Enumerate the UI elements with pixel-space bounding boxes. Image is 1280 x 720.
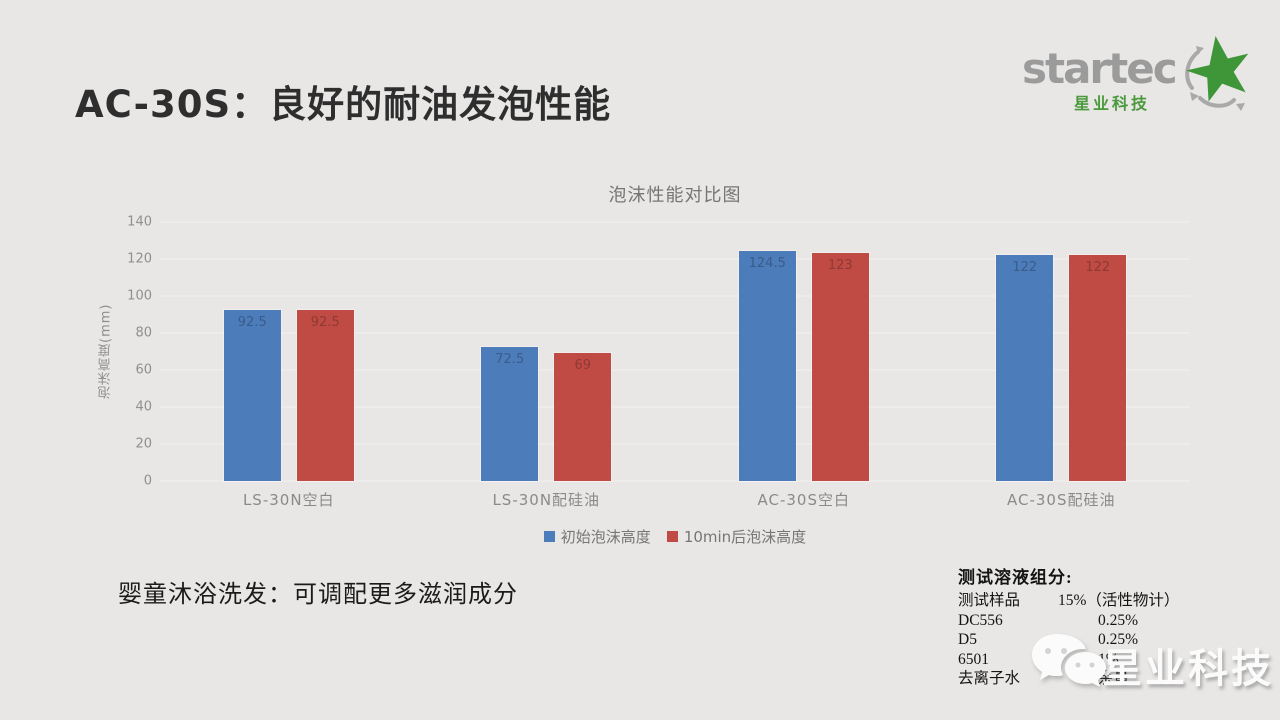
bar-value-label: 122	[1085, 260, 1111, 276]
bar-value-label: 69	[574, 358, 592, 374]
legend-label: 初始泡沫高度	[560, 528, 651, 546]
bar: 92.5	[296, 309, 354, 481]
gridline	[160, 406, 1190, 408]
solution-row: D5 0.25%	[958, 630, 1198, 650]
solution-ingredient-value: 余量	[1098, 670, 1130, 687]
chart-legend: 初始泡沫高度 10min后泡沫高度	[160, 526, 1190, 547]
bar-group: 72.5 69	[418, 222, 676, 481]
solution-heading: 测试溶液组分:	[958, 568, 1073, 587]
y-tick-label: 140	[127, 214, 152, 230]
y-tick-label: 100	[127, 288, 152, 304]
bar: 122	[996, 255, 1054, 481]
solution-row: 测试样品 15%（活性物计）	[958, 591, 1198, 611]
solution-ingredient-name: 去离子水	[958, 670, 1021, 687]
solution-ingredient-name: D5	[958, 631, 977, 648]
solution-ingredient-value: 0.25%	[1098, 611, 1139, 629]
y-tick-label: 20	[135, 436, 152, 452]
bar-group: 122 122	[933, 222, 1191, 481]
solution-row: DC556 0.25%	[958, 611, 1198, 631]
bar-value-label: 92.5	[237, 314, 267, 330]
bar-value-label: 92.5	[310, 314, 340, 330]
note-text: 婴童沐浴洗发：可调配更多滋润成分	[118, 582, 518, 608]
bar: 122	[1069, 255, 1127, 481]
y-tick-label: 40	[135, 399, 152, 415]
x-category-label: LS-30N配硅油	[492, 491, 601, 509]
legend-item: 10min后泡沫高度	[666, 526, 807, 547]
bar-value-label: 122	[1012, 260, 1038, 276]
solution-ingredient-name: 6501	[958, 650, 989, 668]
bar: 69	[554, 353, 612, 481]
y-axis-ticks: 0 20 40 60 80 100 120 140	[108, 215, 152, 489]
gridline	[160, 443, 1190, 445]
y-tick-label: 120	[127, 251, 152, 267]
x-category-label: LS-30N空白	[242, 491, 335, 509]
y-tick-label: 0	[143, 473, 152, 489]
gridline	[160, 332, 1190, 334]
logo-brand-cn-text: 星业科技	[1074, 94, 1151, 113]
gridline	[160, 295, 1190, 297]
solution-ingredient-name: 测试样品	[958, 592, 1021, 609]
legend-swatch	[543, 531, 555, 542]
star-swirl-icon	[1185, 36, 1249, 111]
y-tick-label: 60	[135, 362, 152, 378]
solution-rows: 测试样品 15%（活性物计） DC556 0.25% D5 0.25% 6501 1% 去离子水…	[958, 591, 1198, 689]
solution-ingredient-value: 15%（活性物计）	[1058, 592, 1180, 609]
gridline	[160, 369, 1190, 371]
x-axis-labels: LS-30N空白 LS-30N配硅油 AC-30S空白 AC-30S配硅油	[160, 489, 1190, 510]
solution-row: 去离子水 余量	[958, 669, 1198, 689]
bar: 123	[811, 253, 869, 481]
bar: 72.5	[481, 346, 539, 481]
bar-group: 92.5 92.5	[160, 222, 418, 481]
bar-value-label: 72.5	[495, 351, 525, 367]
star-shape	[1186, 36, 1249, 102]
x-category-label: AC-30S空白	[757, 491, 850, 509]
startec-logo: startec 星业科技	[1022, 34, 1252, 118]
bar: 124.5	[738, 250, 796, 481]
legend-label: 10min后泡沫高度	[683, 528, 807, 546]
plot-area: 92.5 92.5 72.5 69 124.5 123 122 122	[160, 221, 1190, 482]
bar-group: 124.5 123	[675, 222, 933, 481]
gridline	[160, 221, 1190, 223]
solution-ingredient-value: 0.25%	[1098, 631, 1139, 648]
chart-title: 泡沫性能对比图	[608, 185, 742, 206]
legend-swatch	[666, 531, 678, 542]
solution-ingredient-name: DC556	[958, 611, 1003, 629]
gridline	[160, 258, 1190, 260]
solution-row: 6501 1%	[958, 650, 1198, 670]
y-tick-label: 80	[135, 325, 152, 341]
bar-value-label: 123	[827, 258, 853, 274]
legend-item: 初始泡沫高度	[543, 526, 651, 547]
bar-value-label: 124.5	[748, 255, 786, 271]
solution-ingredient-value: 1%	[1098, 650, 1119, 668]
page-title: AC-30S：良好的耐油发泡性能	[75, 83, 612, 126]
gridline	[160, 480, 1190, 482]
logo-brand-text: startec	[1022, 44, 1178, 93]
bar-groups: 92.5 92.5 72.5 69 124.5 123 122 122	[160, 222, 1190, 481]
solution-composition: 测试溶液组分: 测试样品 15%（活性物计） DC556 0.25% D5 0.25% 65…	[958, 563, 1198, 689]
x-category-label: AC-30S配硅油	[1007, 491, 1116, 509]
bar: 92.5	[223, 309, 281, 481]
